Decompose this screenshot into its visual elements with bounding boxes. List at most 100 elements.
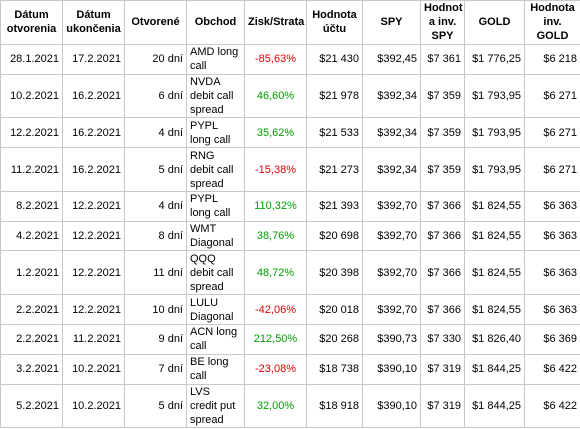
cell-line: Diagonal	[190, 237, 234, 250]
table-cell: $21 273	[306, 147, 363, 192]
table-cell: $6 363	[524, 294, 580, 326]
table-cell: $20 018	[306, 294, 363, 326]
table-cell: $20 698	[306, 220, 363, 252]
cell-line: PYPL	[190, 119, 219, 132]
cell-line: spread	[190, 280, 224, 293]
table-cell: 17.2.2021	[62, 43, 125, 75]
header-cell: Dátum ukončenia	[62, 0, 125, 45]
table-cell: 38,76%	[244, 220, 307, 252]
header-cell: Obchod	[186, 0, 245, 45]
cell-line: credit put	[190, 399, 236, 412]
table-cell: 32,00%	[244, 383, 307, 429]
table-cell: $6 363	[524, 190, 580, 222]
table-cell: $7 319	[420, 353, 465, 385]
table-cell: 20 dní	[124, 43, 187, 75]
table-cell: $1 793,95	[464, 73, 525, 119]
table-cell: $7 366	[420, 220, 465, 252]
cell-line: Hodnota	[312, 9, 357, 22]
table-cell: LVS credit put spread	[186, 383, 245, 429]
table-cell: 7 dní	[124, 353, 187, 385]
table-cell: $20 398	[306, 250, 363, 296]
table-cell: -85,63%	[244, 43, 307, 75]
table-cell: $7 366	[420, 190, 465, 222]
table-cell: $7 366	[420, 294, 465, 326]
table-cell: $7 330	[420, 324, 465, 355]
cell-line: účtu	[322, 23, 347, 36]
table-cell: -15,38%	[244, 147, 307, 192]
table-cell: $1 824,55	[464, 294, 525, 326]
header-cell: GOLD	[464, 0, 525, 45]
table-cell: 16.2.2021	[62, 147, 125, 192]
table-cell: 212,50%	[244, 324, 307, 355]
table-cell: 12.2.2021	[62, 250, 125, 296]
cell-line: SPY	[380, 16, 403, 29]
table-cell: $390,10	[362, 353, 421, 385]
cell-line: Zisk/Strata	[248, 16, 305, 29]
table-cell: $1 776,25	[464, 43, 525, 75]
cell-line: Diagonal	[190, 310, 234, 323]
table-cell: $7 366	[420, 250, 465, 296]
cell-line: ACN long	[190, 326, 238, 339]
cell-line: Dátum	[76, 9, 111, 22]
table-row: 12.2.2021 16.2.2021 4 dní PYPL long call 35,6…	[0, 117, 580, 149]
cell-line: debit call	[190, 89, 234, 102]
table-row: 8.2.2021 12.2.2021 4 dní PYPL long call 110,3…	[0, 190, 580, 222]
cell-line: Dátum	[14, 9, 49, 22]
table-cell: ACN long call	[186, 324, 245, 355]
table-cell: 10 dní	[124, 294, 187, 326]
table-cell: 110,32%	[244, 190, 307, 222]
cell-line: RNG	[190, 149, 215, 162]
header-cell: Hodnot a inv. SPY	[420, 0, 465, 45]
table-cell: $1 793,95	[464, 147, 525, 192]
table-cell: $18 738	[306, 353, 363, 385]
cell-line: Hodnot	[424, 2, 463, 15]
table-cell: 48,72%	[244, 250, 307, 296]
table-cell: $6 422	[524, 353, 580, 385]
table-cell: $7 319	[420, 383, 465, 429]
table-cell: -23,08%	[244, 353, 307, 385]
table-cell: $392,70	[362, 250, 421, 296]
cell-line: call	[190, 60, 207, 73]
table-cell: 11.2.2021	[0, 147, 63, 192]
table-cell: 16.2.2021	[62, 73, 125, 119]
cell-line: GOLD	[536, 30, 569, 43]
cell-line: inv.	[543, 16, 562, 29]
table-cell: $7 359	[420, 147, 465, 192]
table-cell: RNG debit call spread	[186, 147, 245, 192]
table-cell: 8.2.2021	[0, 190, 63, 222]
table-cell: 5.2.2021	[0, 383, 63, 429]
header-cell: Dátum otvorenia	[0, 0, 63, 45]
table-cell: 10.2.2021	[62, 353, 125, 385]
table-cell: 9 dní	[124, 324, 187, 355]
cell-line: spread	[190, 177, 224, 190]
table-cell: 4.2.2021	[0, 220, 63, 252]
table-cell: $6 271	[524, 117, 580, 149]
cell-line: PYPL	[190, 193, 219, 206]
table-cell: $18 918	[306, 383, 363, 429]
table-cell: $392,70	[362, 220, 421, 252]
table-cell: -42,06%	[244, 294, 307, 326]
cell-line: debit call	[190, 163, 234, 176]
header-cell: Hodnota inv. GOLD	[524, 0, 580, 45]
table-cell: 8 dní	[124, 220, 187, 252]
table-cell: $1 844,25	[464, 383, 525, 429]
table-cell: $21 978	[306, 73, 363, 119]
table-cell: $1 826,40	[464, 324, 525, 355]
table-row: 2.2.2021 12.2.2021 10 dní LULU Diagonal -42,0…	[0, 294, 580, 326]
table-cell: $1 824,55	[464, 220, 525, 252]
cell-line: WMT	[190, 223, 217, 236]
table-cell: $1 793,95	[464, 117, 525, 149]
cell-line: GOLD	[478, 16, 511, 29]
table-row: 28.1.2021 17.2.2021 20 dní AMD long call -85,…	[0, 43, 580, 75]
table-cell: $6 363	[524, 250, 580, 296]
table-cell: 5 dní	[124, 383, 187, 429]
cell-line: AMD long	[190, 46, 239, 59]
cell-line: Otvorené	[131, 16, 180, 29]
cell-line: ukončenia	[66, 23, 121, 36]
table-cell: 10.2.2021	[0, 73, 63, 119]
table-cell: 11 dní	[124, 250, 187, 296]
table-cell: 2.2.2021	[0, 324, 63, 355]
table-cell: 12.2.2021	[62, 294, 125, 326]
table-cell: 35,62%	[244, 117, 307, 149]
